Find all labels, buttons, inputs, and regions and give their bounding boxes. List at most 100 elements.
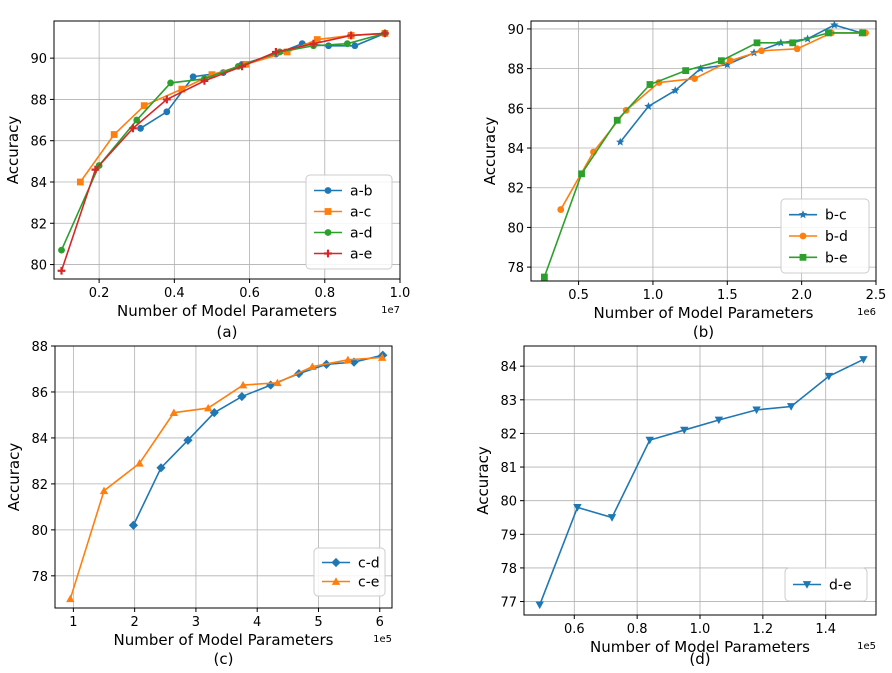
y-tick-label: 78 xyxy=(31,570,48,585)
x-tick-label: 3 xyxy=(192,615,200,630)
series-a-e xyxy=(57,29,389,275)
y-axis-label: Accuracy xyxy=(481,117,499,186)
data-point xyxy=(613,116,621,124)
data-point xyxy=(680,426,689,435)
legend-box xyxy=(313,547,386,597)
data-point xyxy=(786,403,796,411)
data-point xyxy=(91,165,100,174)
plot-frame xyxy=(530,20,877,282)
data-point xyxy=(377,353,387,361)
data-point xyxy=(723,60,732,69)
data-point xyxy=(129,124,137,133)
y-tick-label: 84 xyxy=(31,432,48,447)
subplot-caption: (c) xyxy=(214,650,234,668)
data-point xyxy=(343,355,353,364)
legend: b-c b-d b-e xyxy=(780,198,870,274)
y-axis-label: Accuracy xyxy=(4,116,22,185)
legend-marker xyxy=(324,229,332,236)
x-tick-label: 1 xyxy=(69,615,77,630)
series-b-d xyxy=(557,29,869,213)
data-point xyxy=(793,45,801,53)
y-tick-label: 82 xyxy=(31,478,48,493)
legend-marker xyxy=(331,557,341,568)
x-tick-label: 1.5 xyxy=(717,288,738,303)
series-line xyxy=(79,32,386,183)
legend-marker xyxy=(324,187,332,194)
series-line xyxy=(60,32,386,251)
y-tick-label: 88 xyxy=(31,340,48,355)
data-point xyxy=(381,29,389,38)
legend-label: a-e xyxy=(350,247,372,263)
data-point xyxy=(726,57,734,65)
data-point xyxy=(830,20,839,29)
data-point xyxy=(717,57,725,65)
legend-box xyxy=(784,567,868,602)
x-axis-label: Number of Model Parameters xyxy=(594,304,814,322)
subplot-2: 0.5 1.0 1.5 2.0 2.5 78 80 82 84 86 88 90 1e6 Number o… xyxy=(481,20,887,341)
y-tick-label: 80 xyxy=(500,495,517,510)
legend-marker xyxy=(324,249,332,258)
data-point xyxy=(535,601,544,610)
data-point xyxy=(58,246,65,254)
y-tick-label: 88 xyxy=(507,63,524,78)
data-point xyxy=(137,124,144,132)
data-point xyxy=(578,170,585,178)
data-point xyxy=(347,31,356,40)
series-line xyxy=(140,32,386,130)
legend-label: d-e xyxy=(829,578,852,594)
series-c-e xyxy=(66,353,387,603)
subplot-caption: (a) xyxy=(217,323,238,341)
x-tick-label: 1.4 xyxy=(815,622,836,637)
y-tick-label: 84 xyxy=(507,142,524,157)
series-b-e xyxy=(540,29,867,281)
y-axis-label: Accuracy xyxy=(5,443,23,512)
x-tick-label: 1.0 xyxy=(390,286,411,301)
y-tick-label: 86 xyxy=(31,386,48,401)
data-point xyxy=(203,403,213,412)
grid xyxy=(524,346,876,615)
y-tick-label: 80 xyxy=(31,524,48,539)
series-a-b xyxy=(137,29,389,132)
series-line xyxy=(560,32,866,210)
x-tick-label: 4 xyxy=(253,615,261,630)
series-a-c xyxy=(76,29,389,186)
x-offset-label: 1e5 xyxy=(857,641,876,652)
subplot-caption: (b) xyxy=(693,323,714,341)
x-axis-label: Number of Model Parameters xyxy=(117,302,337,320)
data-point xyxy=(169,408,179,417)
data-point xyxy=(110,131,118,138)
x-tick-label: 0.8 xyxy=(314,286,335,301)
series-c-d xyxy=(128,350,388,530)
y-tick-label: 80 xyxy=(30,259,47,274)
legend-label: a-d xyxy=(350,226,373,242)
data-point xyxy=(167,79,174,87)
data-point xyxy=(696,64,705,73)
data-point xyxy=(162,95,171,104)
data-point xyxy=(859,29,867,37)
y-tick-label: 86 xyxy=(30,135,47,150)
data-point xyxy=(859,356,868,364)
data-point xyxy=(343,40,351,48)
data-point xyxy=(714,416,724,425)
series-d-e xyxy=(535,356,868,610)
legend-marker xyxy=(331,577,341,585)
legend: a-b a-c a-d a-e xyxy=(305,174,393,270)
series-b-c xyxy=(616,20,866,146)
x-tick-label: 1.0 xyxy=(643,288,664,303)
data-point xyxy=(557,206,565,213)
x-tick-label: 2.0 xyxy=(791,288,812,303)
series-line xyxy=(619,24,862,143)
data-point xyxy=(789,39,797,47)
legend-label: a-b xyxy=(350,184,373,200)
data-point xyxy=(682,67,690,75)
x-offset-label: 1e5 xyxy=(373,634,392,645)
y-tick-label: 82 xyxy=(30,217,47,232)
legend-marker xyxy=(799,232,807,240)
data-point xyxy=(209,408,219,418)
data-point xyxy=(646,81,654,88)
data-point xyxy=(607,514,617,522)
x-tick-label: 2.5 xyxy=(866,288,887,303)
data-point xyxy=(183,435,193,445)
data-point xyxy=(283,48,291,56)
plot-frame xyxy=(53,20,401,280)
